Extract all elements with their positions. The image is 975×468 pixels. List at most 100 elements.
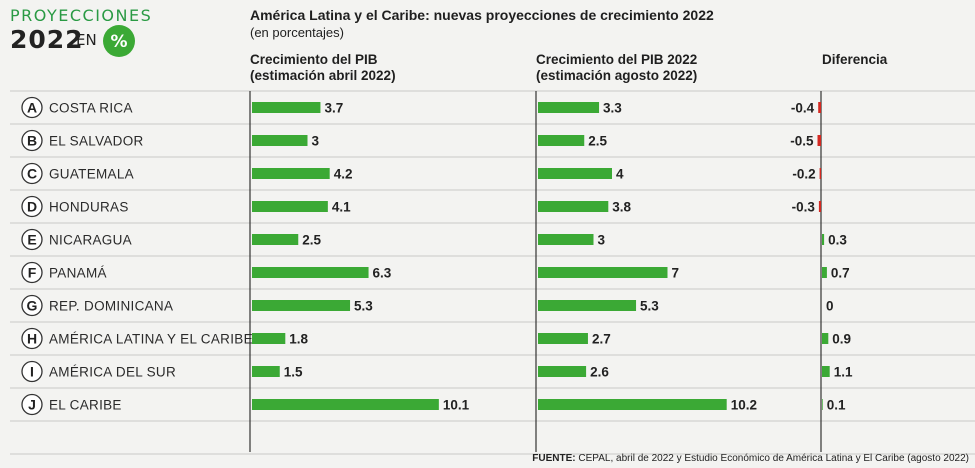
bar-difference: [819, 168, 821, 179]
value-label-april: 2.5: [302, 233, 321, 248]
bar-august: [538, 168, 612, 179]
row-letter: E: [27, 232, 36, 248]
bar-april: [252, 201, 328, 212]
value-label-difference: 0: [826, 299, 834, 314]
bar-august: [538, 234, 594, 245]
row-letter: B: [27, 133, 37, 149]
category-label: NICARAGUA: [49, 233, 132, 248]
chart-title: América Latina y el Caribe: nuevas proye…: [250, 7, 714, 23]
column-header-april-line2: (estimación abril 2022): [250, 68, 396, 83]
value-label-august: 10.2: [731, 398, 757, 413]
row-letter: A: [27, 100, 37, 116]
bar-april: [252, 300, 351, 311]
bar-april: [252, 168, 330, 179]
value-label-april: 1.5: [284, 365, 303, 380]
percent-badge-icon: %: [103, 25, 135, 57]
value-label-difference: 0.7: [831, 266, 850, 281]
value-label-august: 7: [672, 266, 680, 281]
value-label-april: 10.1: [443, 398, 470, 413]
row-letter-badge: [21, 162, 43, 185]
column-header-difference: Diferencia: [822, 52, 888, 67]
column-header-april-line1: Crecimiento del PIB: [250, 52, 378, 67]
percent-sign: %: [110, 32, 127, 52]
category-label: EL CARIBE: [49, 398, 122, 413]
bar-difference: [822, 267, 827, 278]
category-label: GUATEMALA: [49, 167, 134, 182]
bar-august: [538, 399, 727, 410]
category-label: AMÉRICA DEL SUR: [49, 365, 176, 380]
value-label-difference: 0.3: [828, 233, 847, 248]
brand-title: PROYECCIONES: [10, 6, 153, 25]
row-letter-badge: [21, 393, 43, 416]
bar-difference: [817, 135, 821, 146]
value-label-difference: -0.2: [792, 167, 815, 182]
bar-april: [252, 267, 369, 278]
column-header-august-line2: (estimación agosto 2022): [536, 68, 698, 83]
value-label-april: 3: [312, 134, 320, 149]
category-label: COSTA RICA: [49, 101, 133, 116]
value-label-april: 4.1: [332, 200, 351, 215]
row-letter-badge: [21, 261, 43, 284]
row-letter-badge: [21, 360, 43, 383]
category-label: PANAMÁ: [49, 266, 107, 281]
bar-august: [538, 366, 587, 377]
row-letter: G: [27, 298, 38, 314]
category-label: HONDURAS: [49, 200, 129, 215]
row-letter-badge: [21, 195, 43, 218]
row-letter: D: [27, 199, 37, 215]
row-letter-badge: [21, 327, 43, 350]
bar-august: [538, 267, 668, 278]
category-label: REP. DOMINICANA: [49, 299, 173, 314]
bar-april: [252, 333, 286, 344]
value-label-difference: 0.9: [832, 332, 851, 347]
bar-august: [538, 300, 637, 311]
row-letter: I: [30, 364, 34, 380]
bar-april: [252, 366, 280, 377]
bar-april: [252, 399, 439, 410]
value-label-august: 3.3: [603, 101, 622, 116]
category-label: AMÉRICA LATINA Y EL CARIBE: [49, 332, 253, 347]
bar-april: [252, 135, 308, 146]
bar-difference: [822, 366, 830, 377]
value-label-difference: -0.4: [791, 101, 815, 116]
brand-en: EN: [76, 31, 97, 49]
column-header-april: Crecimiento del PIB (estimación abril 20…: [250, 52, 396, 84]
column-header-august-line1: Crecimiento del PIB 2022: [536, 52, 698, 67]
row-letter: J: [28, 397, 36, 413]
value-label-august: 3: [598, 233, 606, 248]
value-label-april: 6.3: [373, 266, 392, 281]
value-label-difference: 0.1: [827, 398, 846, 413]
row-letter: F: [28, 265, 37, 281]
row-letter-badge: [21, 228, 43, 251]
source-text: CEPAL, abril de 2022 y Estudio Económico…: [578, 453, 969, 464]
bar-difference: [818, 102, 821, 113]
value-label-august: 4: [616, 167, 624, 182]
value-label-difference: -0.3: [792, 200, 816, 215]
value-label-august: 2.7: [592, 332, 611, 347]
category-label: EL SALVADOR: [49, 134, 144, 149]
row-letter: H: [27, 331, 37, 347]
brand-logo: PROYECCIONES 2022 EN %: [10, 6, 151, 57]
bar-difference: [822, 399, 823, 410]
value-label-august: 2.5: [588, 134, 607, 149]
bar-april: [252, 102, 321, 113]
bar-august: [538, 333, 588, 344]
source-label: FUENTE:: [532, 453, 576, 464]
value-label-april: 5.3: [354, 299, 373, 314]
column-header-august: Crecimiento del PIB 2022 (estimación ago…: [536, 52, 697, 84]
chart-subtitle: (en porcentajes): [250, 25, 344, 40]
row-letter-badge: [21, 96, 43, 119]
value-label-april: 1.8: [289, 332, 308, 347]
value-label-difference: 1.1: [834, 365, 853, 380]
row-letter-badge: [21, 294, 43, 317]
source-note: FUENTE: CEPAL, abril de 2022 y Estudio E…: [532, 453, 969, 464]
value-label-difference: -0.5: [790, 134, 814, 149]
bar-difference: [818, 201, 821, 212]
brand-year: 2022: [10, 25, 84, 54]
value-label-august: 5.3: [640, 299, 659, 314]
value-label-april: 4.2: [334, 167, 353, 182]
bar-august: [538, 135, 585, 146]
bar-difference: [822, 333, 829, 344]
bar-august: [538, 102, 600, 113]
bar-difference: [822, 234, 825, 245]
